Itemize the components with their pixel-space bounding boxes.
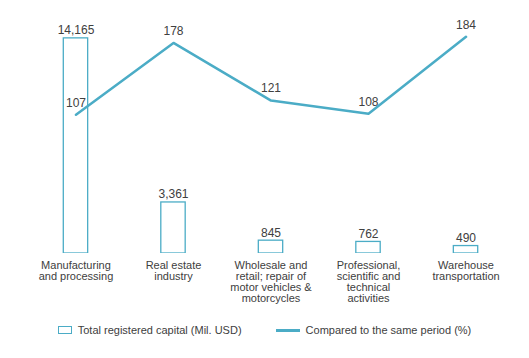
svg-text:Manufacturingand processing: Manufacturingand processing xyxy=(39,259,114,282)
svg-text:108: 108 xyxy=(358,95,378,109)
svg-text:Wholesale andretail; repair of: Wholesale andretail; repair ofmotor vehi… xyxy=(230,259,312,304)
svg-text:762: 762 xyxy=(358,227,378,241)
svg-text:107: 107 xyxy=(66,96,86,110)
svg-text:178: 178 xyxy=(163,24,183,38)
svg-text:490: 490 xyxy=(456,231,476,245)
svg-text:184: 184 xyxy=(456,18,476,32)
svg-text:3,361: 3,361 xyxy=(158,187,188,201)
svg-text:Warehousetransportation: Warehousetransportation xyxy=(432,259,499,282)
svg-text:121: 121 xyxy=(261,81,281,95)
svg-text:14,165: 14,165 xyxy=(58,23,95,37)
svg-text:Real estateindustry: Real estateindustry xyxy=(146,259,202,282)
svg-text:845: 845 xyxy=(261,226,281,240)
svg-text:Professional,scientific andtec: Professional,scientific andtechnicalacti… xyxy=(337,259,401,304)
html-text:Total registered capital (Mil.: Total registered capital (Mil. USD) xyxy=(77,324,242,336)
html-text:Compared to the same period (%: Compared to the same period (%) xyxy=(305,324,472,336)
